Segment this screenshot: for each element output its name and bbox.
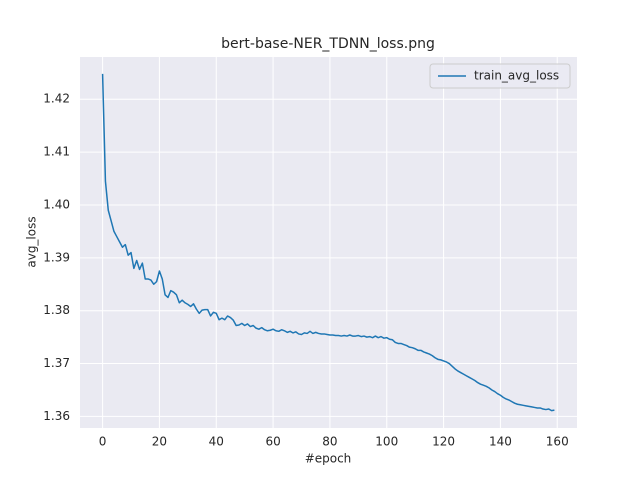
y-tick-label: 1.39: [43, 250, 70, 264]
x-tick-label: 60: [265, 435, 280, 449]
legend-box: [429, 63, 571, 89]
y-tick-label: 1.40: [43, 197, 70, 211]
y-tick-label: 1.42: [43, 92, 70, 106]
x-tick-label: 0: [99, 435, 107, 449]
chart-title: bert-base-NER_TDNN_loss.png: [221, 36, 435, 52]
x-tick-label: 80: [322, 435, 337, 449]
y-tick-label: 1.38: [43, 303, 70, 317]
data-line: [101, 73, 555, 412]
x-tick-label: 120: [432, 435, 455, 449]
y-tick-label: 1.41: [43, 145, 70, 159]
x-tick-label: 100: [375, 435, 398, 449]
x-tick-label: 20: [152, 435, 167, 449]
x-tick-label: 40: [209, 435, 224, 449]
y-tick-label: 1.37: [43, 356, 70, 370]
plot-area: [80, 57, 577, 428]
x-axis-label: #epoch: [305, 452, 352, 466]
y-axis-label: avg_loss: [25, 216, 39, 267]
y-tick-label: 1.36: [43, 409, 70, 423]
x-tick-label: 140: [489, 435, 512, 449]
x-tick-label: 160: [546, 435, 569, 449]
legend-label: train_avg_loss: [474, 69, 559, 83]
